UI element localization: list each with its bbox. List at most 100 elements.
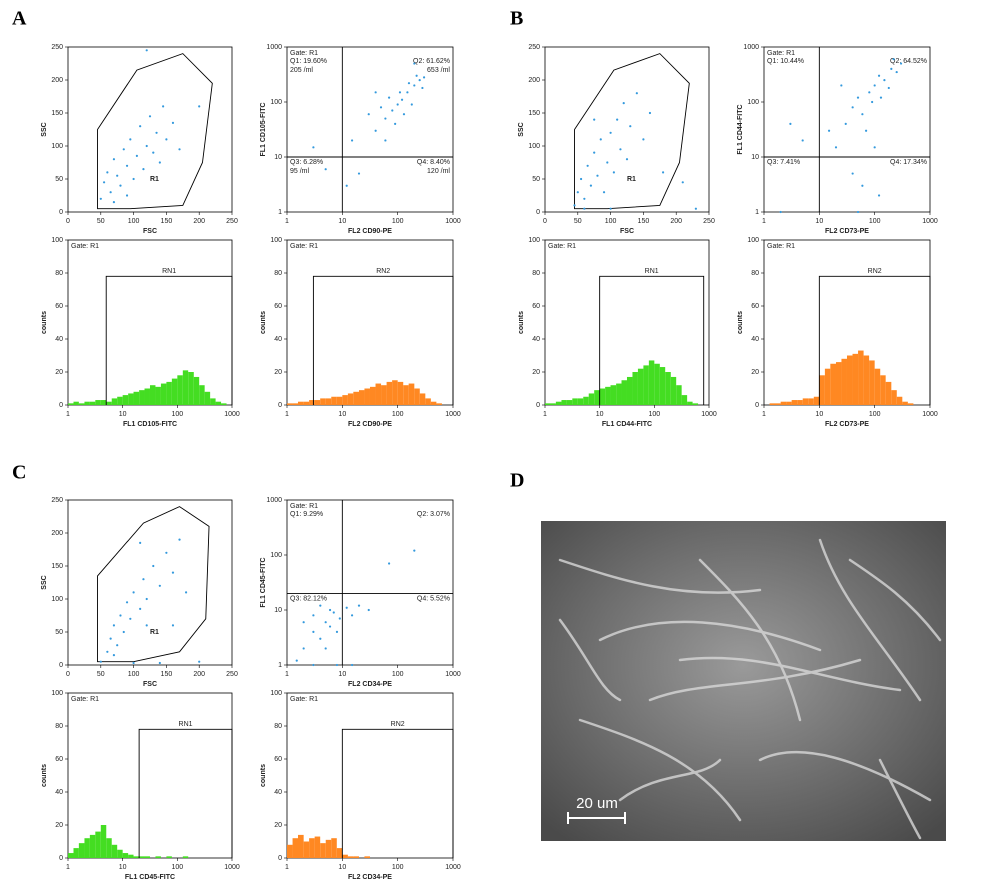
histogram-bar [397, 381, 404, 405]
dot [602, 191, 606, 194]
x-tick-label: 100 [392, 411, 404, 418]
x-tick-label: 1000 [224, 411, 240, 418]
plot-frame [763, 46, 931, 213]
plot-frame [286, 692, 454, 859]
dot [861, 184, 864, 187]
dot [779, 210, 782, 214]
histogram-bar [139, 856, 145, 858]
y-tick-label: 1 [278, 662, 282, 669]
y-tick-label: 20 [532, 369, 540, 376]
region-label: RN1 [645, 268, 659, 275]
panel-letter: B [510, 8, 523, 30]
histogram-bar [648, 360, 655, 405]
quadrant-label: Q3: 7.41% [767, 159, 800, 166]
quadrant-label: 205 /ml [290, 67, 313, 74]
dot [102, 181, 106, 184]
y-axis-label: counts [41, 311, 48, 334]
y-tick-label: 250 [528, 44, 540, 51]
gate [97, 53, 213, 210]
y-tick-label: 80 [274, 723, 282, 730]
dot [616, 118, 619, 121]
dot [622, 102, 625, 105]
y-tick-label: 100 [528, 143, 540, 150]
histogram-bar [692, 403, 699, 405]
dot [384, 117, 387, 120]
histogram-bar [73, 848, 79, 858]
dot [834, 146, 838, 149]
y-tick-label: 60 [55, 756, 63, 763]
gate [97, 506, 210, 663]
histogram-bar [331, 838, 337, 858]
histogram-bar [100, 400, 107, 405]
dot [579, 177, 583, 181]
dot [99, 660, 102, 663]
x-tick-label: 10 [338, 671, 346, 678]
y-tick-label: 50 [532, 176, 540, 183]
plot-frame [67, 239, 233, 406]
y-axis-label: SSC [41, 122, 48, 136]
histogram-bar [287, 403, 293, 405]
dot [129, 617, 132, 620]
y-tick-label: 0 [278, 855, 282, 862]
histogram-bar [336, 848, 343, 858]
dot [132, 661, 135, 665]
x-tick-label: 150 [161, 218, 173, 225]
dot [873, 146, 876, 149]
x-tick-label: 50 [574, 218, 582, 225]
y-tick-label: 10 [274, 607, 282, 614]
dot [122, 148, 125, 151]
quadrant-label: Q1: 9.29% [290, 511, 323, 518]
x-tick-label: 10 [119, 864, 127, 871]
quadrant-label: Q3: 82.12% [290, 595, 327, 602]
histogram-bar [808, 398, 814, 405]
histogram-bar [632, 372, 638, 405]
dot [619, 148, 622, 151]
dot [609, 131, 612, 134]
x-tick-label: 1000 [922, 218, 938, 225]
histogram-bar [869, 360, 875, 405]
quadrant-label: Q3: 6.28% [290, 159, 323, 166]
y-tick-label: 200 [528, 77, 540, 84]
histogram-bar [626, 376, 633, 405]
dot [573, 204, 576, 207]
dot [312, 663, 315, 667]
histogram-bar [297, 401, 304, 405]
plot-frame [67, 46, 233, 213]
histogram-bar [303, 841, 310, 858]
y-tick-label: 150 [51, 110, 63, 117]
dot [171, 121, 175, 124]
plot-frame [544, 46, 710, 213]
histogram-bar [353, 856, 359, 858]
dot [109, 191, 112, 194]
dot [106, 171, 109, 174]
dot [801, 139, 804, 142]
histogram-bar [364, 856, 370, 858]
dot [892, 58, 895, 61]
dot [132, 177, 135, 181]
dot [129, 138, 132, 141]
y-tick-label: 50 [55, 629, 63, 636]
gate-label: R1 [627, 176, 636, 183]
histogram-bar [166, 381, 172, 405]
y-tick-label: 60 [751, 303, 759, 310]
histogram-bar [588, 393, 595, 405]
scale-label: 20 um [576, 795, 618, 812]
histogram-bar [830, 363, 836, 405]
histogram-bar [89, 401, 96, 405]
dot [184, 591, 188, 594]
histogram-bar [403, 385, 409, 405]
y-tick-label: 80 [55, 723, 63, 730]
quadrant-label: Q1: 19.60% [290, 58, 327, 65]
dot [827, 129, 831, 132]
y-tick-label: 10 [274, 154, 282, 161]
dot [576, 191, 579, 194]
cells [558, 538, 942, 840]
dot [112, 624, 116, 627]
quadrant-label: 653 /ml [427, 67, 450, 74]
histogram-bar [802, 398, 809, 405]
x-axis-label: FL1 CD45-FITC [125, 874, 175, 881]
histogram-bar [89, 834, 96, 858]
y-axis-label: counts [260, 764, 267, 787]
dot [158, 661, 161, 665]
